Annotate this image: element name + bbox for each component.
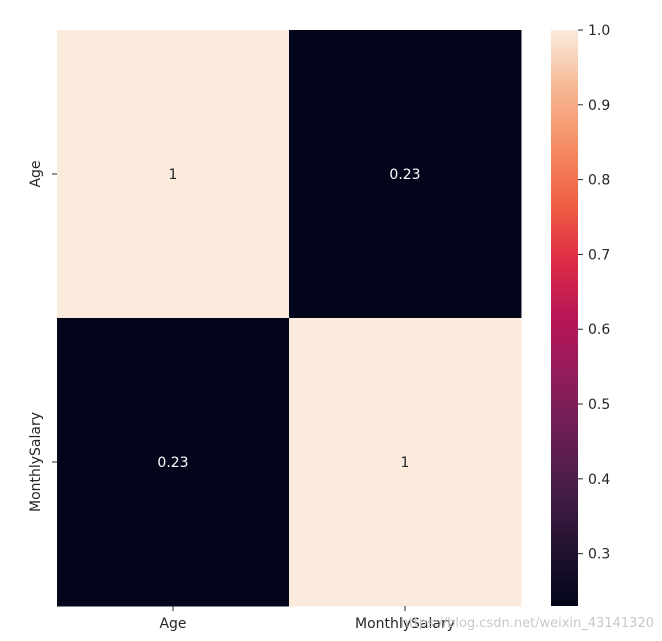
y-axis-ticks: Age MonthlySalary	[28, 160, 57, 512]
cell-value-r0-c1: 0.23	[389, 167, 420, 183]
colorbar-tick-label: 0.5	[588, 397, 610, 413]
colorbar-ticks: 0.3 0.4 0.5 0.6 0.7 0.8 0.9 1.0	[578, 23, 610, 563]
y-tick-label: MonthlySalary	[28, 412, 44, 512]
x-tick-label: MonthlySalary	[355, 616, 455, 632]
y-tick-label: Age	[28, 160, 44, 187]
watermark: https://blog.csdn.net/weixin_43141320	[400, 616, 654, 631]
heatmap-cell-r1-c1	[289, 318, 522, 607]
colorbar-tick-label: 0.6	[588, 322, 610, 338]
colorbar	[551, 30, 578, 606]
heatmap-cells	[57, 30, 522, 607]
heatmap-cell-labels: 1 0.23 0.23 1	[157, 167, 420, 471]
colorbar-tick-label: 0.4	[588, 472, 610, 488]
cell-value-r0-c0: 1	[169, 167, 178, 183]
heatmap-cell-r1-c0	[57, 318, 290, 607]
heatmap-cell-r0-c0	[57, 30, 290, 319]
cell-value-r1-c0: 0.23	[157, 455, 188, 471]
colorbar-tick-label: 0.9	[588, 98, 610, 114]
colorbar-tick-label: 0.8	[588, 173, 610, 189]
colorbar-tick-label: 0.3	[588, 547, 610, 563]
cell-value-r1-c1: 1	[401, 455, 410, 471]
colorbar-tick-label: 1.0	[588, 23, 610, 39]
x-axis-ticks: Age MonthlySalary	[159, 606, 455, 632]
heatmap-cell-r0-c1	[289, 30, 522, 319]
x-tick-label: Age	[159, 616, 186, 632]
colorbar-tick-label: 0.7	[588, 247, 610, 263]
